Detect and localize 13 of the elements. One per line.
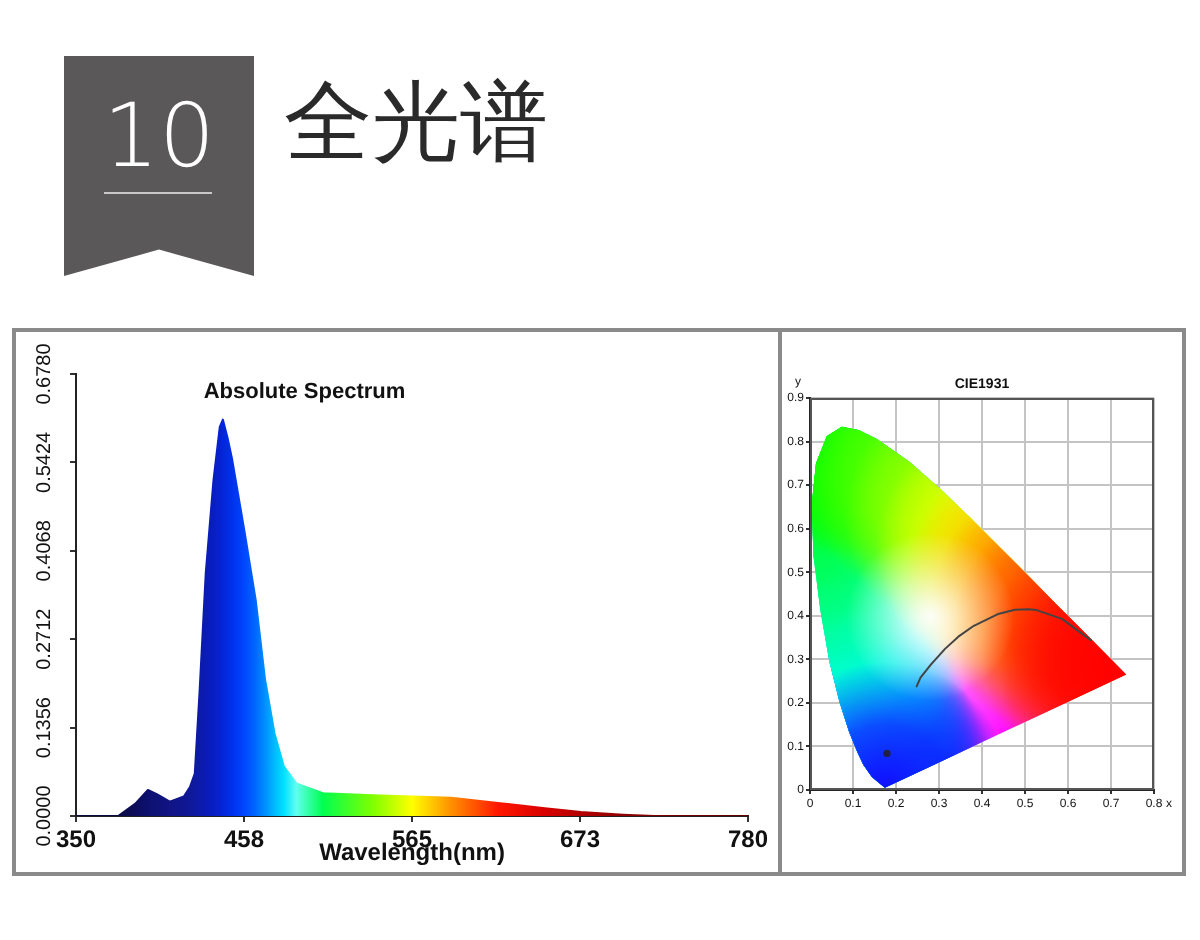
- text: 10: [101, 86, 217, 188]
- x-tick-label: 673: [559, 825, 601, 854]
- y-tick-label: 0.4068: [33, 519, 56, 582]
- x-tick-label: 458: [223, 825, 265, 854]
- text: 全光谱: [284, 70, 548, 178]
- y-tick-label: 0.1356: [33, 696, 56, 759]
- chart-title: Absolute Spectrum: [203, 380, 406, 405]
- y-tick-label: 0.0000: [33, 784, 56, 847]
- y-tick-label: 0.5424: [33, 430, 56, 493]
- y-tick-label: 0.6780: [33, 342, 56, 405]
- y-tick-label: 0.2712: [33, 607, 56, 670]
- x-tick-label: 780: [727, 825, 769, 854]
- x-tick-label: 350: [55, 825, 97, 854]
